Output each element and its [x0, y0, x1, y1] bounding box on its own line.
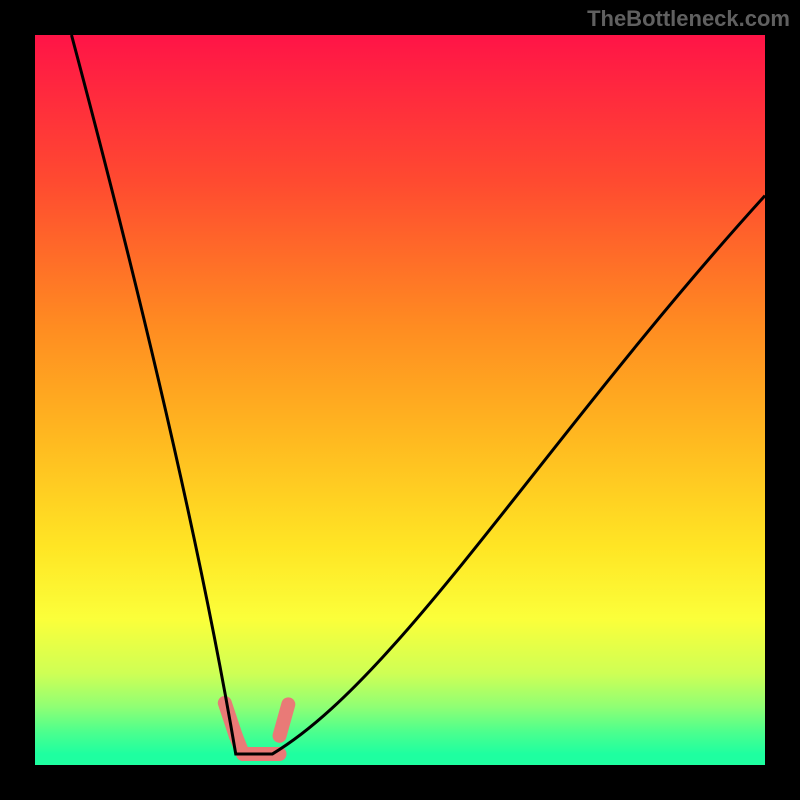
chart-container: TheBottleneck.com	[0, 0, 800, 800]
valley-mark	[280, 704, 289, 735]
bottleneck-chart	[0, 0, 800, 800]
plot-background	[35, 35, 765, 765]
watermark-text: TheBottleneck.com	[587, 6, 790, 32]
